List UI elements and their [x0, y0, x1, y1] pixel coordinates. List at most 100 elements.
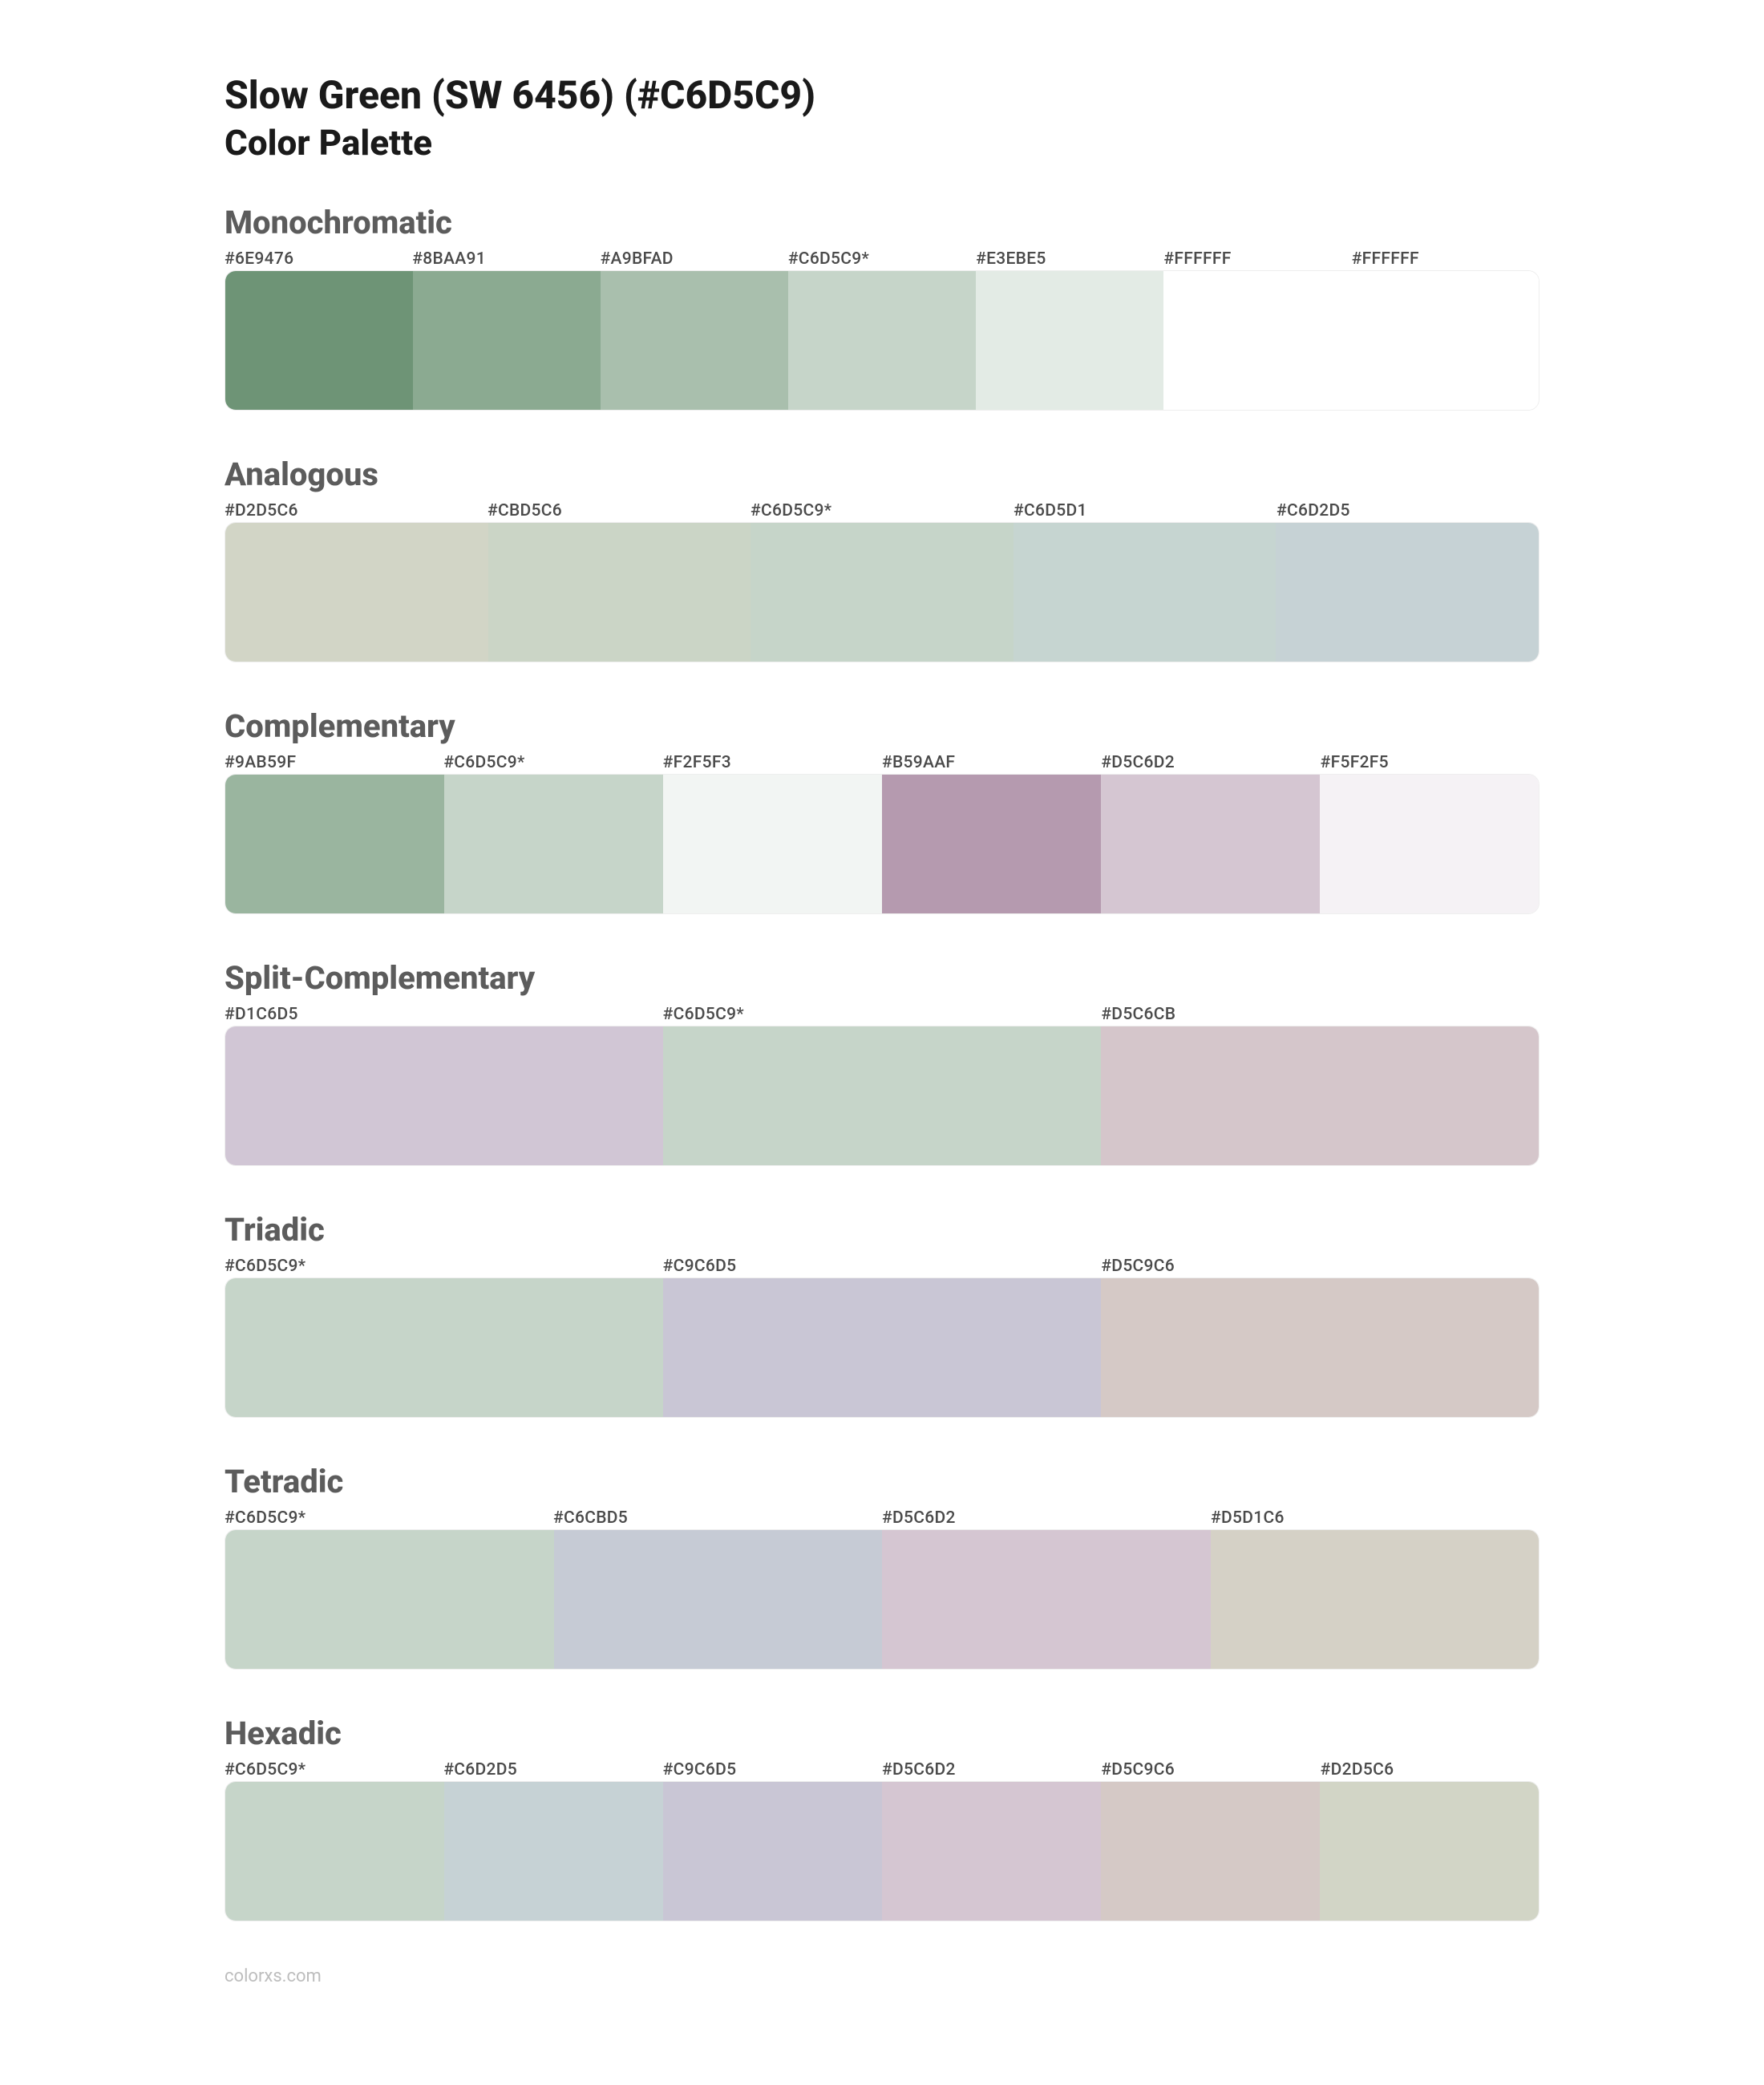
swatch-label: #D5C9C6	[1101, 1760, 1320, 1779]
color-swatch	[225, 1026, 663, 1165]
section-title: Monochromatic	[225, 204, 1539, 241]
color-swatch	[1211, 1530, 1539, 1669]
swatch-label: #6E9476	[225, 249, 412, 269]
label-row: #D1C6D5#C6D5C9*#D5C6CB	[225, 1005, 1539, 1024]
color-swatch	[882, 1782, 1101, 1921]
swatch-label: #FFFFFF	[1352, 249, 1539, 269]
swatch-label: #C6CBD5	[553, 1508, 882, 1528]
palette-section: Analogous #D2D5C6#CBD5C6#C6D5C9*#C6D5D1#C…	[225, 455, 1539, 662]
section-title: Triadic	[225, 1211, 1539, 1249]
color-swatch	[554, 1530, 883, 1669]
swatch-label: #C6D5C9*	[663, 1005, 1102, 1024]
color-swatch	[751, 523, 1013, 662]
color-swatch	[1276, 523, 1539, 662]
swatch-label: #CBD5C6	[488, 501, 751, 520]
swatch-row	[225, 774, 1539, 914]
label-row: #C6D5C9*#C9C6D5#D5C9C6	[225, 1257, 1539, 1276]
sections-container: Monochromatic#6E9476#8BAA91#A9BFAD#C6D5C…	[225, 204, 1539, 1921]
swatch-label: #D5C6D2	[1101, 753, 1320, 772]
palette-section: Hexadic #C6D5C9*#C6D2D5#C9C6D5#D5C6D2#D5C…	[225, 1715, 1539, 1921]
swatch-row	[225, 1026, 1539, 1166]
section-title: Complementary	[225, 707, 1539, 745]
swatch-label: #C6D2D5	[443, 1760, 662, 1779]
swatch-label: #C6D5C9*	[225, 1257, 663, 1276]
swatch-label: #8BAA91	[412, 249, 600, 269]
label-row: #C6D5C9*#C6D2D5#C9C6D5#D5C6D2#D5C9C6#D2D…	[225, 1760, 1539, 1779]
palette-section: Tetradic #C6D5C9*#C6CBD5#D5C6D2#D5D1C6	[225, 1463, 1539, 1670]
palette-section: Monochromatic #6E9476#8BAA91#A9BFAD#C6D5C…	[225, 204, 1539, 411]
swatch-label: #D5C6CB	[1101, 1005, 1539, 1024]
color-swatch	[1101, 1782, 1320, 1921]
swatch-row	[225, 1529, 1539, 1670]
swatch-label: #D5D1C6	[1211, 1508, 1539, 1528]
label-row: #6E9476#8BAA91#A9BFAD#C6D5C9*#E3EBE5#FFF…	[225, 249, 1539, 269]
swatch-label: #B59AAF	[882, 753, 1101, 772]
color-swatch	[663, 1782, 882, 1921]
page-title: Slow Green (SW 6456) (#C6D5C9)	[225, 72, 1539, 119]
color-swatch	[882, 1530, 1211, 1669]
swatch-label: #C9C6D5	[663, 1760, 882, 1779]
label-row: #D2D5C6#CBD5C6#C6D5C9*#C6D5D1#C6D2D5	[225, 501, 1539, 520]
palette-section: Split-Complementary #D1C6D5#C6D5C9*#D5C6C…	[225, 959, 1539, 1166]
color-swatch	[663, 775, 882, 913]
swatch-label: #D1C6D5	[225, 1005, 663, 1024]
palette-section: Complementary #9AB59F#C6D5C9*#F2F5F3#B59A…	[225, 707, 1539, 914]
swatch-label: #C6D5C9*	[225, 1508, 553, 1528]
color-swatch	[488, 523, 751, 662]
color-swatch	[225, 271, 413, 410]
color-swatch	[663, 1026, 1101, 1165]
page-subtitle: Color Palette	[225, 122, 1539, 164]
section-title: Analogous	[225, 455, 1539, 493]
swatch-label: #A9BFAD	[601, 249, 788, 269]
section-title: Hexadic	[225, 1715, 1539, 1752]
color-swatch	[788, 271, 976, 410]
section-title: Tetradic	[225, 1463, 1539, 1500]
color-swatch	[976, 271, 1163, 410]
color-swatch	[225, 1278, 663, 1417]
swatch-label: #FFFFFF	[1163, 249, 1351, 269]
color-swatch	[1101, 775, 1320, 913]
color-swatch	[663, 1278, 1101, 1417]
swatch-label: #C6D2D5	[1276, 501, 1539, 520]
swatch-label: #D2D5C6	[225, 501, 488, 520]
color-swatch	[1013, 523, 1276, 662]
color-swatch	[413, 271, 601, 410]
swatch-label: #D5C6D2	[882, 1508, 1211, 1528]
swatch-label: #F2F5F3	[663, 753, 882, 772]
color-swatch	[1101, 1026, 1539, 1165]
color-swatch	[225, 523, 488, 662]
color-swatch	[1101, 1278, 1539, 1417]
color-swatch	[1163, 271, 1351, 410]
swatch-label: #C6D5C9*	[225, 1760, 443, 1779]
swatch-row	[225, 522, 1539, 662]
swatch-label: #C6D5C9*	[788, 249, 976, 269]
color-swatch	[444, 775, 663, 913]
footer-attribution: colorxs.com	[225, 1966, 1539, 1986]
label-row: #C6D5C9*#C6CBD5#D5C6D2#D5D1C6	[225, 1508, 1539, 1528]
color-swatch	[225, 775, 444, 913]
color-swatch	[601, 271, 788, 410]
color-swatch	[882, 775, 1101, 913]
swatch-label: #C6D5C9*	[751, 501, 1013, 520]
color-swatch	[1320, 775, 1539, 913]
swatch-row	[225, 1277, 1539, 1418]
swatch-row	[225, 1781, 1539, 1921]
palette-section: Triadic #C6D5C9*#C9C6D5#D5C9C6	[225, 1211, 1539, 1418]
swatch-label: #D5C6D2	[882, 1760, 1101, 1779]
color-swatch	[444, 1782, 663, 1921]
swatch-label: #C6D5C9*	[443, 753, 662, 772]
swatch-label: #9AB59F	[225, 753, 443, 772]
label-row: #9AB59F#C6D5C9*#F2F5F3#B59AAF#D5C6D2#F5F…	[225, 753, 1539, 772]
swatch-label: #C9C6D5	[663, 1257, 1102, 1276]
swatch-label: #D2D5C6	[1321, 1760, 1539, 1779]
swatch-row	[225, 270, 1539, 411]
swatch-label: #D5C9C6	[1101, 1257, 1539, 1276]
section-title: Split-Complementary	[225, 959, 1539, 997]
color-swatch	[225, 1782, 444, 1921]
swatch-label: #E3EBE5	[976, 249, 1163, 269]
swatch-label: #F5F2F5	[1321, 753, 1539, 772]
swatch-label: #C6D5D1	[1013, 501, 1276, 520]
color-swatch	[225, 1530, 554, 1669]
color-swatch	[1320, 1782, 1539, 1921]
color-swatch	[1351, 271, 1539, 410]
